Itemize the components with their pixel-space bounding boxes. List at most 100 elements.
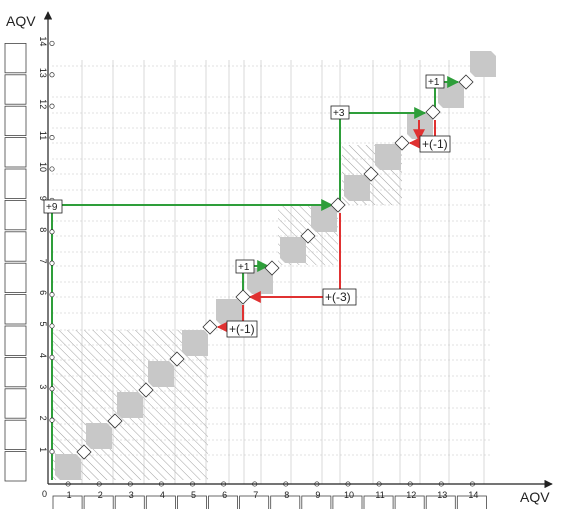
gray-block — [117, 392, 143, 418]
gray-block — [55, 454, 81, 480]
x-tick-label: 5 — [191, 490, 196, 500]
x-tick-label: 12 — [406, 490, 416, 500]
bottom-cell — [425, 495, 456, 509]
y-tick-label: 1 — [38, 447, 48, 452]
left-cell — [4, 356, 27, 388]
x-tick-label: 14 — [468, 490, 478, 500]
diamond-marker — [235, 289, 251, 305]
x-tick-label: 9 — [315, 490, 320, 500]
left-cell — [4, 262, 27, 294]
bottom-cell — [208, 495, 239, 509]
y-tick-circle — [49, 166, 55, 172]
y-tick-circle — [49, 354, 55, 360]
gray-block — [182, 330, 208, 356]
svg-text:+9: +9 — [46, 202, 58, 213]
x-tick-label: 10 — [344, 490, 354, 500]
y-tick-label: 5 — [38, 321, 48, 326]
y-tick-circle — [49, 72, 55, 78]
diamond-marker — [264, 260, 280, 276]
y-tick-label: 7 — [38, 259, 48, 264]
x-tick-label: 2 — [98, 490, 103, 500]
gray-block — [247, 268, 273, 294]
diamond-marker — [425, 104, 441, 120]
y-tick-circle — [49, 40, 55, 46]
diamond-marker — [300, 228, 316, 244]
left-column-cells — [4, 43, 27, 482]
gray-block — [86, 423, 112, 449]
x-tick-label: 4 — [160, 490, 165, 500]
diamond-marker — [169, 351, 185, 367]
diamond-marker — [394, 135, 410, 151]
y-tick-label: 8 — [38, 227, 48, 232]
y-tick-label: 2 — [38, 416, 48, 421]
diamond-markers — [76, 74, 474, 460]
diamond-marker — [202, 319, 218, 335]
x-tick-label: 11 — [375, 490, 384, 500]
annotation-plus-three: +3 — [330, 105, 350, 120]
bottom-cell — [363, 495, 394, 509]
gray-block — [311, 206, 337, 232]
bottom-cell — [114, 495, 145, 509]
bottom-cell — [270, 495, 301, 509]
diamond-marker — [138, 382, 154, 398]
y-tick-label: 14 — [38, 36, 48, 46]
y-tick-label: 4 — [38, 353, 48, 358]
x-tick-label: 3 — [129, 490, 134, 500]
annotation-plus-one-lower: +1 — [235, 259, 255, 274]
gray-block — [148, 361, 174, 387]
y-tick-label: 3 — [38, 384, 48, 389]
origin-label: 0 — [42, 489, 47, 499]
left-cell — [4, 168, 27, 199]
gray-block — [216, 299, 242, 325]
gray-block — [438, 82, 464, 108]
bottom-cell — [456, 495, 487, 509]
y-tick-label: 11 — [38, 131, 48, 140]
y-tick-circle — [49, 260, 55, 266]
x-tick-label: 7 — [253, 490, 258, 500]
annotation-minus-one-lower: +(-1) — [226, 320, 258, 338]
y-tick-circle — [49, 103, 55, 109]
left-cell — [4, 43, 27, 74]
left-cell — [4, 294, 27, 325]
left-cell — [4, 199, 27, 231]
annotation-minus-one-upper: +(-1) — [419, 135, 451, 153]
svg-text:+1: +1 — [428, 77, 440, 88]
diamond-marker — [76, 444, 92, 460]
y-tick-circle — [49, 386, 55, 392]
bottom-row-cells — [52, 495, 487, 509]
annotation-plus-nine: +9 — [43, 199, 63, 214]
gray-block — [470, 51, 496, 77]
y-tick-circle — [49, 292, 55, 298]
y-tick-label: 12 — [38, 99, 48, 109]
svg-text:+1: +1 — [238, 262, 250, 273]
y-axis-label: AQV — [6, 13, 36, 29]
svg-text:+3: +3 — [333, 108, 345, 119]
annotation-plus-one-upper: +1 — [425, 74, 445, 89]
y-tick-circle — [49, 417, 55, 423]
diamond-marker — [107, 413, 123, 429]
gray-block — [344, 175, 370, 201]
left-cell — [4, 137, 27, 168]
bottom-cell — [145, 495, 176, 509]
diamond-marker — [363, 166, 379, 182]
bottom-cell — [52, 495, 83, 509]
y-tick-circle — [49, 323, 55, 329]
left-cell — [4, 105, 27, 136]
y-tick-label: 6 — [38, 290, 48, 295]
y-tick-label: 10 — [38, 162, 48, 172]
left-cell — [4, 231, 27, 262]
x-tick-label: 1 — [67, 490, 72, 500]
gray-block — [375, 144, 401, 170]
diamond-marker — [330, 197, 346, 213]
svg-text:+(-3): +(-3) — [325, 290, 351, 304]
bottom-cell — [394, 495, 425, 509]
bottom-cell — [332, 495, 363, 509]
left-cell — [4, 451, 27, 482]
left-cell — [4, 74, 27, 105]
y-tick-label: 9 — [38, 196, 48, 201]
left-cell — [4, 419, 27, 451]
bottom-cell — [239, 495, 270, 509]
y-tick-label: 13 — [38, 68, 48, 78]
svg-text:+(-1): +(-1) — [229, 322, 255, 336]
